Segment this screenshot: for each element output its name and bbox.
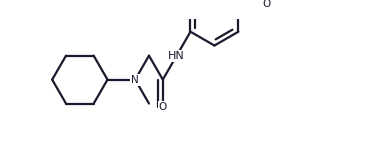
Text: N: N xyxy=(131,75,139,85)
Text: O: O xyxy=(262,0,270,9)
Text: HN: HN xyxy=(168,51,185,61)
Text: O: O xyxy=(159,102,167,112)
